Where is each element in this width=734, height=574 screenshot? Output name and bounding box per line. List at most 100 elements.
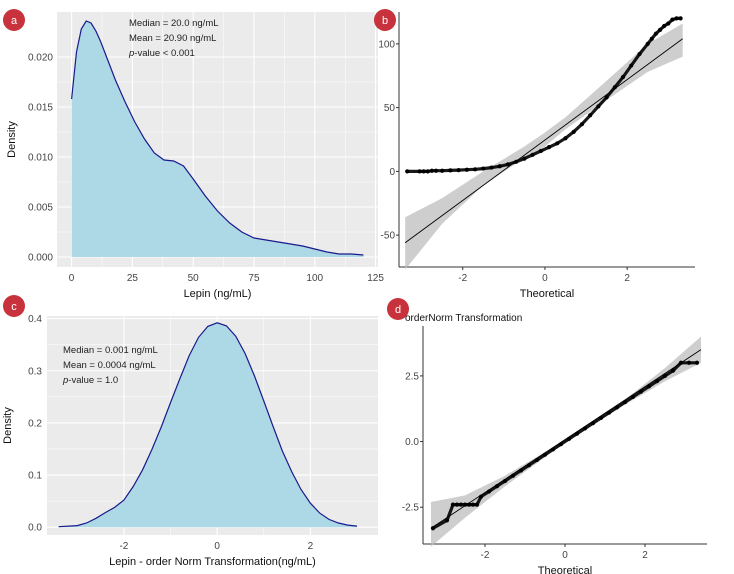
panel-b-sample-point — [604, 95, 609, 100]
panel-b-reference-line — [404, 38, 683, 244]
panel-d-y-tick-label: -2.5 — [402, 503, 420, 514]
panel-b-sample-point — [425, 169, 430, 174]
panel-a-badge-label: a — [11, 15, 18, 27]
panel-c-annotation: Mean = 0.0004 ng/mL — [63, 360, 156, 371]
panel-c-x-axis-label: Lepin - order Norm Transformation(ng/mL) — [109, 556, 316, 568]
panel-b-sample-point — [649, 36, 654, 41]
panel-d-sample-point — [474, 502, 480, 507]
panel-b-sample-point — [489, 165, 494, 170]
panel-d-sample-point — [598, 415, 604, 421]
panel-d-sample-point — [614, 405, 620, 410]
panel-a-x-tick-label: 125 — [367, 273, 384, 284]
panel-d-sample-point — [518, 468, 524, 473]
panel-d-sample-point — [470, 502, 476, 507]
panel-c-y-tick-label: 0.0 — [28, 523, 42, 534]
panel-d-sample-point — [450, 502, 456, 507]
panel-b-sample-point — [472, 167, 478, 172]
panel-a-density-plot: 0 25 50 75 100 125 0.000 0.005 0.010 0.015 0.020 Le… — [3, 9, 384, 300]
panel-b-sample-point — [497, 164, 502, 169]
panel-b-x-tick-label: 0 — [542, 273, 548, 284]
panel-d-sample-point — [534, 457, 540, 463]
panel-c-annotation: Median = 0.001 ng/mL — [63, 345, 158, 356]
panel-b-sample-trace — [405, 16, 683, 173]
panel-b-sample-point — [678, 16, 683, 21]
panel-b-sample-point — [596, 104, 601, 109]
panel-b-qq-plot: -2 0 2 -50 0 50 100 Theoretical b — [374, 9, 695, 300]
panel-c-density-area — [58, 322, 357, 528]
panel-d-x-tick-label: -2 — [481, 550, 490, 561]
panel-b-sample-point — [555, 141, 560, 146]
panel-b-sample-point — [629, 63, 634, 68]
panel-c-x-tick-label: -2 — [119, 541, 128, 552]
panel-d-x-axis-label: Theoretical — [538, 565, 592, 574]
panel-a-x-tick-label: 25 — [127, 273, 139, 284]
panel-b-sample-point — [530, 152, 535, 157]
panel-c-badge-label: c — [11, 301, 17, 313]
panel-d-x-tick-label: 0 — [562, 550, 568, 561]
panel-a-badge — [3, 9, 25, 31]
panel-d-sample-point — [454, 502, 460, 507]
panel-d-sample-point — [694, 360, 700, 365]
panel-b-confidence-band — [405, 23, 683, 270]
panel-a-x-axis-label: Lepin (ng/mL) — [184, 288, 252, 300]
panel-d-sample-point — [502, 478, 508, 484]
panel-b-sample-point — [666, 21, 671, 26]
panel-b-y-tick-label: 0 — [389, 167, 395, 178]
panel-b-sample-point — [588, 113, 593, 118]
panel-d-sample-point — [686, 360, 692, 365]
panel-a-annotation-italic: p — [128, 48, 134, 59]
panel-d-sample-point — [444, 518, 450, 523]
panel-b-sample-point — [448, 168, 453, 173]
panel-b-sample-point — [505, 162, 511, 167]
panel-d-sample-point — [622, 400, 628, 405]
panel-b-x-axis-label: Theoretical — [520, 288, 574, 300]
panel-b-sample-point — [662, 23, 667, 29]
panel-d-sample-point — [646, 384, 652, 389]
panel-d-sample-point — [590, 421, 596, 426]
panel-b-x-tick-label: 2 — [624, 273, 630, 284]
panel-a-density-line — [71, 20, 364, 256]
panel-d-sample-point — [550, 447, 556, 452]
panel-d-reference-line — [430, 349, 702, 529]
panel-c-y-tick-label: 0.1 — [28, 471, 42, 482]
panel-c-density-line — [58, 322, 358, 528]
panel-c-density-plot: -2 0 2 0.0 0.1 0.2 0.3 0.4 Lepin - order Norm Tr… — [2, 295, 378, 568]
panel-b-sample-point — [546, 145, 552, 150]
panel-b-sample-point — [637, 51, 642, 57]
panel-d-sample-point — [678, 360, 684, 365]
panel-a-y-tick-label: 0.015 — [28, 103, 53, 114]
panel-c-x-tick-label: 2 — [308, 541, 314, 552]
panel-d-sample-point — [430, 526, 436, 531]
panel-b-sample-point — [433, 168, 439, 173]
panel-b-sample-point — [456, 168, 461, 173]
panel-c-y-tick-label: 0.2 — [28, 418, 42, 429]
panel-d-sample-point — [670, 368, 676, 373]
panel-d-sample-point — [574, 431, 580, 436]
panel-c-annotation-italic: p — [62, 375, 68, 386]
panel-b-sample-point — [674, 16, 679, 21]
panel-b-sample-point — [670, 17, 675, 22]
panel-d-sample-point — [582, 426, 588, 431]
panel-d-sample-point — [466, 502, 472, 507]
panel-d-sample-point — [662, 373, 668, 379]
panel-d-sample-point — [566, 436, 572, 442]
panel-d-sample-point — [486, 489, 492, 494]
panel-d-badge — [387, 298, 409, 320]
panel-d-sample-point — [510, 473, 516, 478]
panel-b-sample-point — [579, 122, 585, 127]
panel-b-y-tick-label: 50 — [384, 103, 396, 114]
panel-a-y-tick-label: 0.020 — [28, 53, 53, 64]
panel-a-x-tick-label: 75 — [248, 273, 260, 284]
panel-b-sample-point — [612, 85, 617, 90]
panel-c-annotation-rest: -value = 1.0 — [68, 375, 118, 386]
panel-d-sample-point — [558, 442, 564, 447]
panel-d-sample-point — [478, 494, 484, 499]
panel-a-annotation: Median = 20.0 ng/mL — [129, 18, 219, 29]
panel-b-x-tick-label: -2 — [458, 273, 467, 284]
panel-c-x-tick-label: 0 — [214, 541, 220, 552]
panel-a-y-tick-label: 0.000 — [28, 253, 53, 264]
panel-d-sample-point — [462, 502, 468, 507]
panel-a-y-axis-label: Density — [6, 121, 18, 158]
panel-a-density-area — [71, 21, 364, 257]
